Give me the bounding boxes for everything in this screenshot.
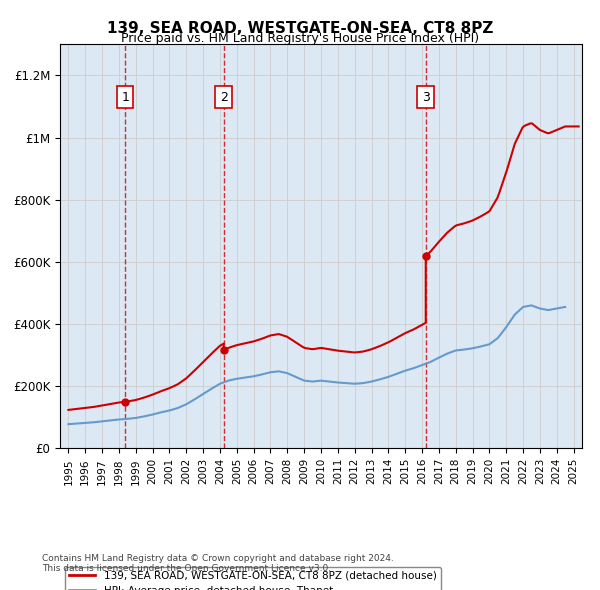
Text: This data is licensed under the Open Government Licence v3.0.: This data is licensed under the Open Gov… <box>42 565 331 573</box>
Text: 2: 2 <box>220 91 227 104</box>
Text: 139, SEA ROAD, WESTGATE-ON-SEA, CT8 8PZ: 139, SEA ROAD, WESTGATE-ON-SEA, CT8 8PZ <box>107 21 493 35</box>
Legend: 139, SEA ROAD, WESTGATE-ON-SEA, CT8 8PZ (detached house), HPI: Average price, de: 139, SEA ROAD, WESTGATE-ON-SEA, CT8 8PZ … <box>65 567 441 590</box>
Text: Price paid vs. HM Land Registry's House Price Index (HPI): Price paid vs. HM Land Registry's House … <box>121 32 479 45</box>
Text: Contains HM Land Registry data © Crown copyright and database right 2024.: Contains HM Land Registry data © Crown c… <box>42 555 394 563</box>
Text: 3: 3 <box>422 91 430 104</box>
Text: 1: 1 <box>121 91 129 104</box>
